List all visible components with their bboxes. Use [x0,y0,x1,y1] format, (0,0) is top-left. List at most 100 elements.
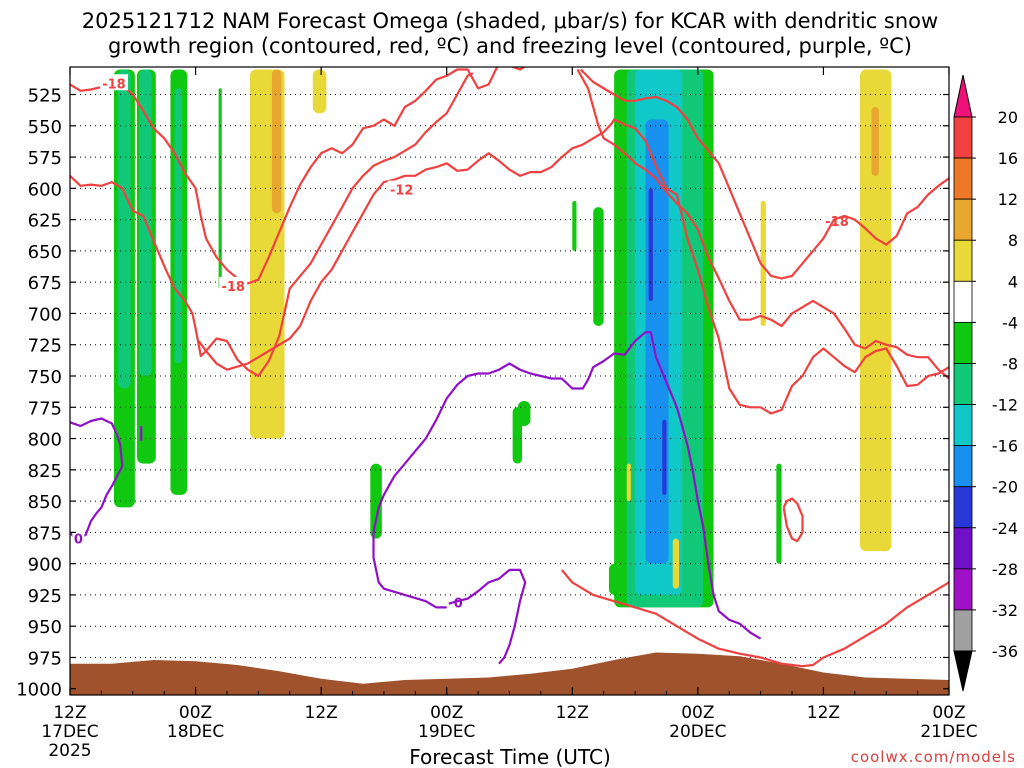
omega-region-26 [860,69,892,552]
colorbar-label-7: -12 [992,396,1018,415]
colorbar-label-11: -28 [992,560,1018,579]
colorbar-label-13: -36 [992,642,1018,661]
colorbar-label-1: 16 [998,149,1018,168]
purple-contour-3 [448,568,527,665]
colorbar-box-5 [953,321,973,364]
omega-region-17 [648,188,653,301]
x-tick-label-0: 12Z [53,703,86,723]
x-tick-label-5: 00Z [681,703,714,723]
colorbar-bottom-arrow [953,650,973,692]
colorbar-label-2: 12 [998,190,1018,209]
colorbar-label-3: 8 [1008,231,1018,250]
colorbar-box-10 [953,527,973,570]
x-axis-label: Forecast Time (UTC) [409,745,611,768]
colorbar-box-4 [953,280,973,323]
omega-region-25 [760,200,766,326]
y-tick-label-650: 650 [28,242,62,263]
y-tick-label-950: 950 [28,617,62,638]
y-tick-label-975: 975 [28,648,62,669]
red-contour-4 [579,68,949,280]
omega-region-18 [662,419,667,495]
x-tick-date-7: 21DEC [920,722,977,742]
red-contour-2 [197,118,949,415]
colorbar-box-7 [953,404,973,447]
chart-title-line-1: 2025121712 NAM Forecast Omega (shaded, μ… [82,9,938,33]
purple-contour-0 [70,417,124,540]
red-label-bg-0 [99,74,128,91]
red-label-bg-2 [387,180,416,197]
y-tick-label-900: 900 [28,555,62,576]
colorbar-box-11 [953,568,973,611]
omega-region-22 [312,69,327,114]
y-tick-label-675: 675 [28,273,62,294]
colorbar-label-4: 4 [1008,272,1018,291]
terrain-fill [70,652,949,695]
red-contour-label-2: -12 [390,184,414,199]
colorbar-label-12: -32 [992,601,1018,620]
colorbar-box-3 [953,239,973,282]
red-contour-5 [560,569,949,668]
credit-text: coolwx.com/models [851,748,1016,766]
red-contour-3 [576,68,949,380]
colorbar-box-8 [953,445,973,488]
red-contour-1 [70,72,474,378]
x-tick-date-5: 20DEC [669,722,726,742]
x-tick-label-2: 12Z [305,703,338,723]
colorbar: 20 16 12 8 4 -4 -8 -12 -16 -20 -24 -28 -32 -36 [953,74,1018,692]
red-contour-label-0: -18 [102,77,126,92]
y-tick-label-750: 750 [28,367,62,388]
colorbar-box-9 [953,486,973,529]
colorbar-label-9: -20 [992,478,1018,497]
colorbar-label-5: -4 [1002,313,1018,332]
red-contour-label-1: -18 [221,280,245,295]
omega-region-23 [626,463,631,502]
purple-label-bg-0 [72,529,85,546]
omega-region-1 [118,69,131,389]
y-tick-label-525: 525 [28,86,62,107]
purple-contour-label-2: 0 [454,596,463,611]
omega-region-27 [871,107,879,176]
omega-region-19 [776,463,782,564]
omega-region-10 [572,200,577,251]
y-tick-label-925: 925 [28,586,62,607]
colorbar-box-2 [953,198,973,241]
y-tick-label-600: 600 [28,179,62,200]
purple-contour-label-0: 0 [74,533,83,548]
y-tick-label-700: 700 [28,304,62,325]
omega-region-9 [517,401,531,427]
colorbar-label-6: -8 [1002,354,1018,373]
purple-contour-2 [372,331,762,640]
x-tick-date-0: 17DEC [41,722,98,742]
colorbar-top-arrow [953,74,973,118]
y-tick-label-850: 850 [28,492,62,513]
y-axis-pressure: 525 550 575 600 625 650 675 700 725 750 775 800 825 8… [16,86,949,701]
x-tick-label-7: 00Z [932,703,965,723]
colorbar-box-0 [953,116,973,159]
y-tick-label-825: 825 [28,461,62,482]
red-label-bg-1 [219,276,248,293]
colorbar-label-0: 20 [998,108,1018,127]
x-tick-date-1: 18DEC [167,722,224,742]
chart-title-line-2: growth region (contoured, red, ºC) and f… [108,34,912,58]
omega-region-5 [174,88,182,364]
x-tick-date-3: 19DEC [418,722,475,742]
y-tick-label-800: 800 [28,430,62,451]
x-tick-year-0: 2025 [48,741,91,761]
y-tick-label-550: 550 [28,117,62,138]
colorbar-box-1 [953,157,973,200]
colorbar-box-6 [953,363,973,405]
y-tick-label-775: 775 [28,398,62,419]
colorbar-label-10: -24 [992,519,1018,538]
colorbar-label-8: -16 [992,437,1018,456]
y-tick-label-1000: 1000 [16,680,62,701]
omega-region-7 [370,463,382,539]
y-tick-label-725: 725 [28,336,62,357]
red-contour-0 [70,67,527,285]
omega-region-28 [863,488,872,552]
red-contour-6 [782,497,804,543]
omega-region-21 [271,69,282,214]
